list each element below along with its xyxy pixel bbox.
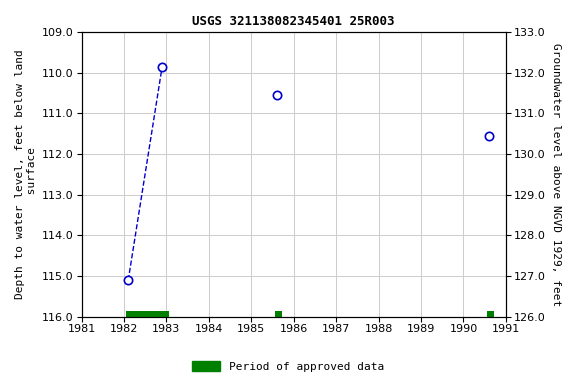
Y-axis label: Groundwater level above NGVD 1929, feet: Groundwater level above NGVD 1929, feet [551,43,561,306]
Legend: Period of approved data: Period of approved data [188,357,388,377]
Bar [275,311,282,317]
Title: USGS 321138082345401 25R003: USGS 321138082345401 25R003 [192,15,395,28]
Bar [487,311,494,317]
Bar [126,311,169,317]
Y-axis label: Depth to water level, feet below land
 surface: Depth to water level, feet below land su… [15,50,37,299]
